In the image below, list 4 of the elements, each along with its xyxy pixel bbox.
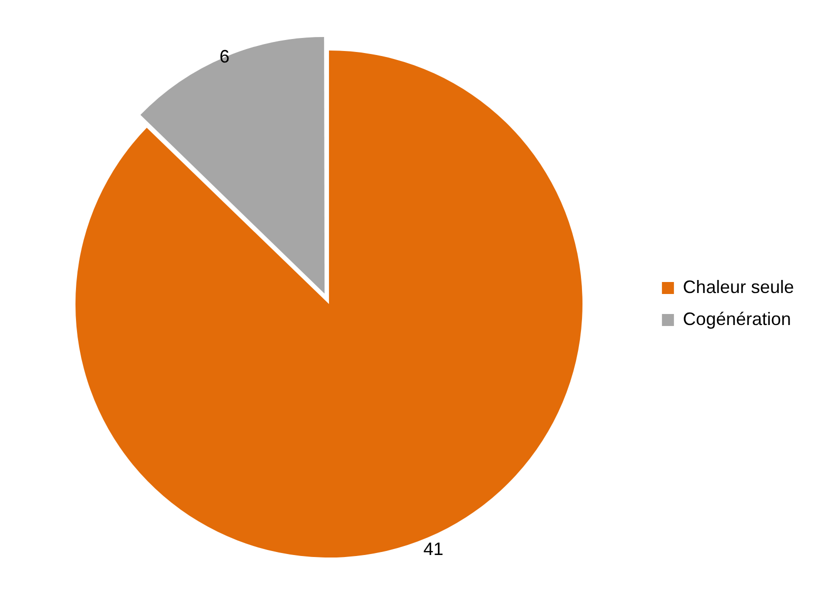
legend-label: Cogénération xyxy=(682,308,792,329)
legend-label: Chaleur seule xyxy=(682,276,794,297)
data-label: 6 xyxy=(220,46,230,67)
data-label: 41 xyxy=(423,539,444,560)
